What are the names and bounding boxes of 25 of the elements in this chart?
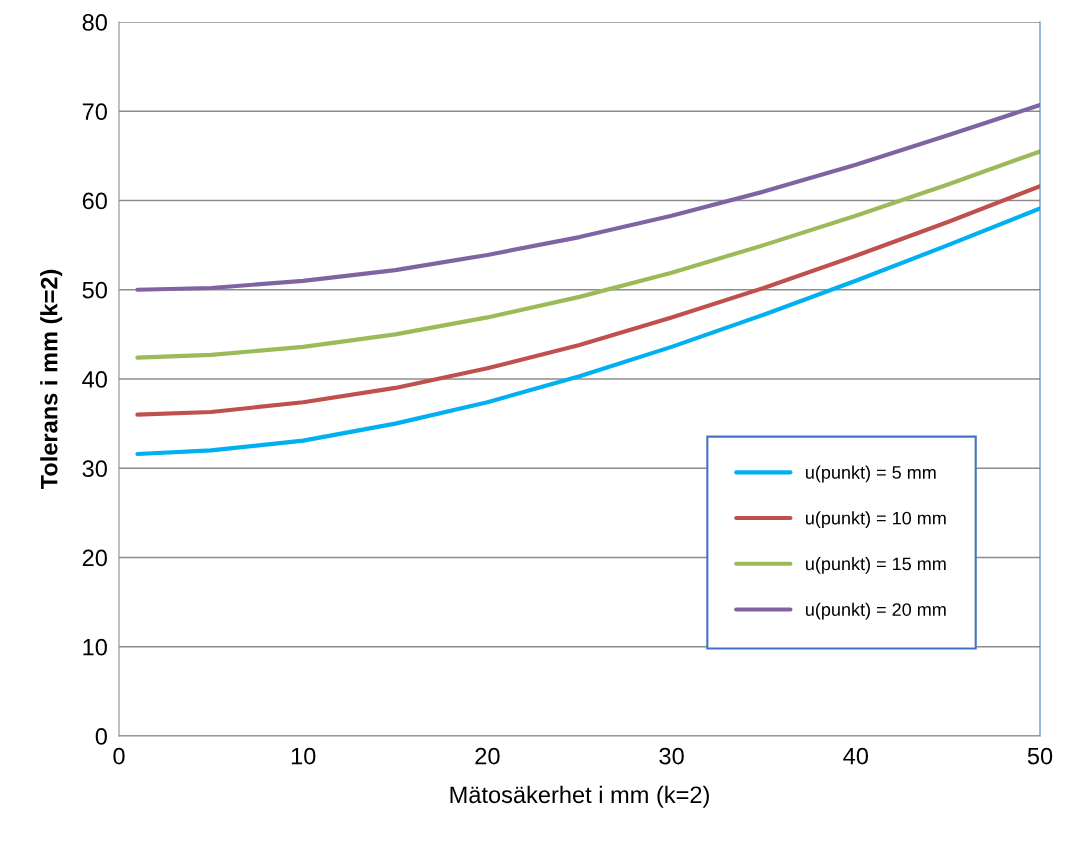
legend-label: u(punkt) = 10 mm [806, 511, 946, 529]
y-tick-label: 0 [95, 728, 107, 745]
x-tick-label: 10 [291, 747, 316, 765]
y-axis-title: Tolerans i mm (k=2) [40, 269, 63, 490]
x-tick-label: 30 [659, 747, 684, 765]
line-series [135, 149, 1040, 360]
y-tick-label: 40 [82, 371, 107, 388]
legend-label: u(punkt) = 20 mm [806, 602, 946, 620]
legend-label: u(punkt) = 5 mm [806, 465, 936, 483]
y-tick-label: 80 [82, 14, 107, 31]
y-tick-label: 20 [82, 549, 107, 567]
y-tick-label: 30 [82, 460, 107, 478]
y-tick-label: 10 [83, 638, 107, 656]
line-series [135, 206, 1040, 457]
x-tick-label: 20 [475, 747, 500, 765]
x-axis-title: Mätosäkerhet i mm (k=2) [450, 785, 709, 808]
y-tick-label: 50 [82, 281, 107, 299]
x-tick-label: 40 [843, 747, 869, 765]
line-series [135, 102, 1040, 292]
legend-label: u(punkt) = 15 mm [806, 556, 946, 574]
x-tick-label: 50 [1027, 747, 1053, 765]
line-series [135, 184, 1040, 417]
x-tick-label: 0 [113, 747, 125, 765]
y-tick-label: 60 [82, 192, 107, 210]
y-tick-label: 70 [82, 103, 107, 121]
